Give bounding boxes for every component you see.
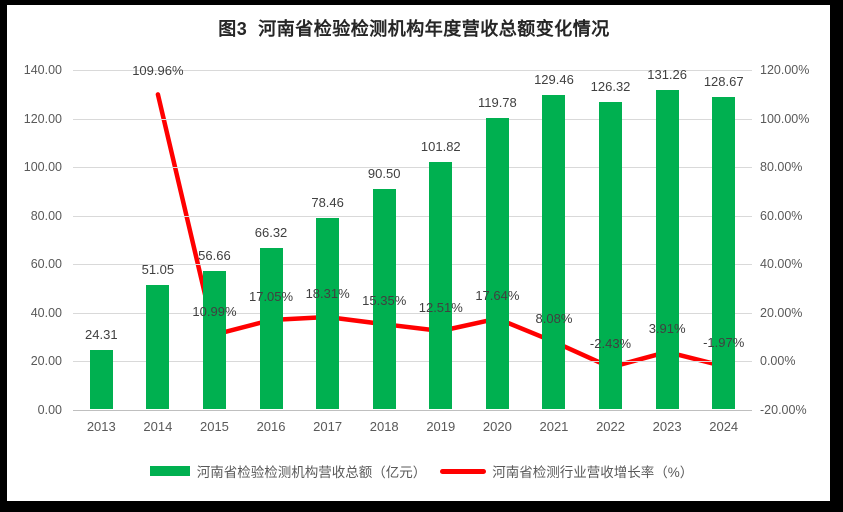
x-axis-tick-label: 2024 [709,419,739,434]
line-value-label: 18.31% [305,285,350,301]
right-axis-tick-label: 60.00% [760,208,803,223]
bar-value-label: 90.50 [367,166,401,182]
right-axis-tick-label: 20.00% [760,305,803,320]
bar-value-label: 66.32 [254,224,288,240]
line-value-label: -1.97% [703,335,745,351]
right-axis-tick-label: 40.00% [760,257,803,272]
x-axis-tick-label: 2020 [482,419,512,434]
revenue-bar [599,102,623,409]
line-value-label: -2.43% [589,336,632,352]
x-axis-tick-label: 2022 [596,419,625,434]
gridline [73,312,752,314]
revenue-bar [259,247,283,409]
left-axis-tick-label: 140.00 [23,63,62,77]
revenue-bar [202,271,226,409]
left-axis-tick-label: 40.00 [30,305,62,320]
gridline [73,215,752,217]
x-axis-tick-label: 2019 [426,419,456,434]
gridline [73,118,752,120]
growth-rate-line [155,92,726,370]
bar-value-label: 56.66 [198,248,231,264]
x-axis-tick-label: 2013 [86,419,116,434]
bar-value-label: 78.46 [311,195,344,211]
right-axis-tick-label: 80.00% [760,160,803,175]
bar-value-label: 51.05 [141,262,175,278]
left-axis-tick-label: 60.00 [30,257,62,272]
revenue-bar [89,349,113,409]
x-axis-tick-label: 2016 [256,419,286,434]
left-axis-tick-label: 0.00 [37,403,62,417]
line-value-label: 17.05% [248,289,294,305]
x-axis-tick-label: 2023 [652,419,682,434]
gridline [73,361,752,363]
bar-value-label: 101.82 [420,138,461,154]
revenue-bar [429,161,453,409]
revenue-bar [655,90,679,409]
legend-bar-swatch-icon [149,466,190,476]
left-axis-tick-label: 80.00 [30,208,62,223]
line-value-label: 10.99% [192,303,237,319]
revenue-bar [712,96,736,409]
x-axis-tick-label: 2015 [199,419,229,434]
legend-line-swatch-icon [440,468,487,474]
line-value-label: 15.35% [362,293,407,309]
x-axis-tick-label: 2014 [143,419,173,434]
x-axis-tick-label: 2017 [313,419,343,434]
line-value-label: 17.64% [475,287,520,303]
bar-value-label: 131.26 [647,67,687,83]
x-axis-tick-label: 2021 [539,419,569,434]
plot-area: 24.31 51.05 56.66 66.32 78.46 90.50 101.82 119.… [73,63,752,411]
x-axis-line [73,410,752,411]
left-axis-tick-label: 20.00 [30,354,62,369]
legend-bar-series-label: 河南省检验检测机构营收总额（亿元） [196,465,427,480]
x-axis-tick-label: 2018 [369,419,399,434]
bar-value-label: 24.31 [85,326,118,342]
chart-background [7,5,830,501]
gridline [73,70,752,71]
legend: 河南省检验检测机构营收总额（亿元） 河南省检测行业营收增长率（%） [0,461,843,481]
revenue-bar [485,118,509,409]
legend-line-series-label: 河南省检测行业营收增长率（%） [492,465,694,480]
revenue-bar [146,285,170,409]
bar-value-label: 126.32 [590,79,631,95]
right-axis-tick-label: 100.00% [760,111,810,126]
revenue-bar [372,189,396,409]
right-axis-tick-label: -20.00% [760,403,807,417]
line-value-label: 12.51% [418,300,463,316]
line-value-label: 109.96% [132,63,184,79]
gridline [73,167,752,169]
line-value-label: 8.08% [535,310,573,326]
right-axis-tick-label: 120.00% [760,63,810,77]
line-value-label: 3.91% [648,320,686,336]
chart-title: 图3 河南省检验检测机构年度营收总额变化情况 [218,19,610,39]
bar-value-label: 128.67 [703,73,744,89]
revenue-bar [316,218,340,409]
bar-value-label: 129.46 [534,71,574,87]
right-axis-tick-label: 0.00% [760,354,796,369]
bar-value-label: 119.78 [477,95,517,111]
revenue-bar [542,94,566,409]
left-axis-tick-label: 100.00 [23,160,62,175]
left-axis-tick-label: 120.00 [23,111,62,126]
gridline [73,264,752,266]
